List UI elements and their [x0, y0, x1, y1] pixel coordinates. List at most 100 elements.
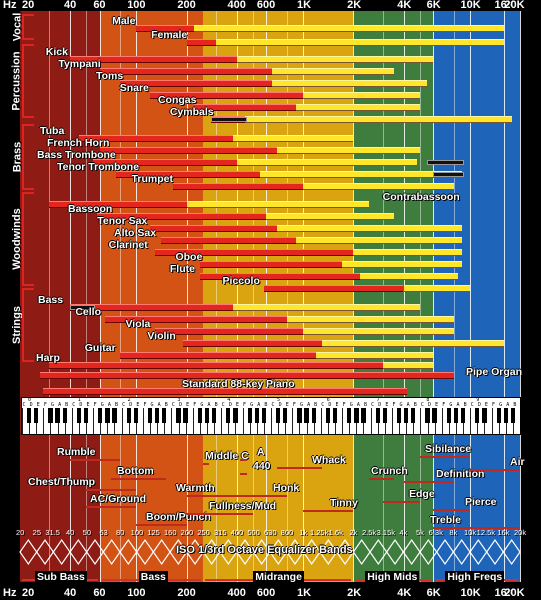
- key-letter: G: [499, 402, 503, 408]
- instrument-harmonics-bar: [341, 261, 463, 267]
- instrument-harmonics-bar: [287, 316, 454, 322]
- key-letter: A: [207, 402, 211, 408]
- descriptor-label: Whack: [312, 454, 346, 466]
- key-letter: D: [79, 402, 83, 408]
- key-letter: D: [228, 402, 232, 408]
- octave-number: 5: [277, 397, 281, 403]
- black-key: [34, 408, 39, 423]
- instrument-harmonics-bar: [216, 39, 504, 45]
- band-1: [99, 11, 203, 582]
- black-key: [432, 408, 437, 423]
- key-letter: D: [378, 402, 382, 408]
- descriptor-label: Middle C: [205, 450, 249, 462]
- descriptor-label: Crunch: [371, 465, 408, 477]
- key-letter: G: [200, 402, 204, 408]
- eq-band-diamond: [469, 538, 488, 566]
- instrument-fundamental-bar: [149, 225, 278, 231]
- black-key: [83, 408, 89, 423]
- black-key: [26, 408, 32, 423]
- black-key: [325, 408, 331, 423]
- key-letter: A: [257, 402, 261, 408]
- gridline-minor: [253, 11, 254, 582]
- bottom-axis-tick: 20K: [504, 587, 525, 599]
- eq-diamond-chain: [19, 538, 521, 566]
- key-letter: C: [72, 402, 76, 408]
- eq-band-diamond: [19, 538, 38, 566]
- white-key-divider: [71, 408, 73, 434]
- gridline-minor: [287, 11, 288, 582]
- instrument-harmonics-bar: [236, 56, 433, 62]
- descriptor-label: Rumble: [57, 446, 96, 458]
- key-letter: B: [214, 402, 218, 408]
- bottom-axis-tick: 600: [256, 587, 276, 599]
- instrument-harmonics-bar: [236, 159, 417, 165]
- key-letter: F: [392, 402, 396, 408]
- bottom-axis-tick: 1K: [296, 587, 312, 599]
- descriptor-range-bar: [277, 467, 323, 469]
- descriptor-range-bar: [70, 459, 121, 461]
- gridline: [100, 11, 101, 582]
- top-axis-tick: 16K: [494, 0, 515, 11]
- eq-band-label: 250: [197, 528, 210, 537]
- eq-band-label: 40: [66, 528, 75, 537]
- descriptor-range-bar: [403, 481, 454, 483]
- descriptor-range-bar: [432, 509, 470, 511]
- eq-band-diamond: [369, 538, 388, 566]
- instrument-label: Tenor Sax: [97, 215, 148, 227]
- tier-label: Midrange: [253, 571, 304, 583]
- key-letter: D: [278, 402, 282, 408]
- key-letter: E: [36, 402, 40, 408]
- instrument-range-marker: [432, 172, 465, 177]
- black-key: [105, 408, 110, 423]
- key-letter: C: [470, 402, 474, 408]
- instrument-label: Flute: [169, 263, 195, 275]
- gridline: [470, 11, 471, 582]
- instrument-harmonics-bar: [233, 304, 420, 310]
- top-axis-tick: 20K: [504, 0, 525, 11]
- instrument-fundamental-bar: [105, 316, 287, 322]
- key-letter: B: [513, 402, 517, 408]
- white-key-divider: [171, 408, 173, 434]
- eq-band-diamond: [35, 538, 55, 566]
- key-letter: A: [456, 402, 460, 408]
- descriptor-range-bar: [236, 495, 287, 497]
- key-letter: D: [129, 402, 133, 408]
- key-letter: D: [179, 402, 183, 408]
- eq-band-label: 6.3k: [428, 528, 443, 537]
- black-key: [375, 408, 380, 423]
- black-key: [126, 408, 131, 423]
- instrument-harmonics-bar: [295, 237, 463, 243]
- instrument-fundamental-bar: [120, 352, 317, 358]
- eq-band-diamond: [385, 538, 405, 566]
- gridline-minor: [454, 11, 455, 582]
- black-key: [176, 408, 181, 423]
- eq-band-label: 31.5: [45, 528, 60, 537]
- instrument-label: Violin: [147, 330, 176, 342]
- instrument-fundamental-bar: [49, 201, 187, 207]
- eq-band-label: 125: [147, 528, 160, 537]
- black-key: [183, 408, 188, 423]
- black-key: [112, 408, 117, 423]
- instrument-harmonics-bar: [303, 328, 454, 334]
- instrument-label: Bassoon: [68, 203, 113, 215]
- eq-band-label: 630: [264, 528, 277, 537]
- key-letter: E: [235, 402, 239, 408]
- white-key-divider: [271, 408, 272, 434]
- black-key: [382, 408, 387, 423]
- descriptor-range-bar: [469, 469, 520, 471]
- key-letter: E: [86, 402, 90, 408]
- eq-band-label: 50: [82, 528, 91, 537]
- top-axis-tick: 40: [63, 0, 77, 11]
- tier-label: High Mids: [365, 571, 420, 583]
- descriptor-range-bar: [432, 527, 520, 529]
- key-letter: C: [171, 402, 175, 408]
- instrument-label: Toms: [95, 70, 124, 82]
- bottom-axis-tick: 4K: [397, 587, 412, 599]
- key-letter: G: [449, 402, 453, 408]
- key-letter: F: [492, 402, 496, 408]
- instrument-harmonics-bar: [322, 340, 504, 346]
- instrument-fundamental-bar: [193, 104, 296, 110]
- descriptor-label: Edge: [409, 488, 435, 500]
- white-key-divider: [391, 408, 393, 434]
